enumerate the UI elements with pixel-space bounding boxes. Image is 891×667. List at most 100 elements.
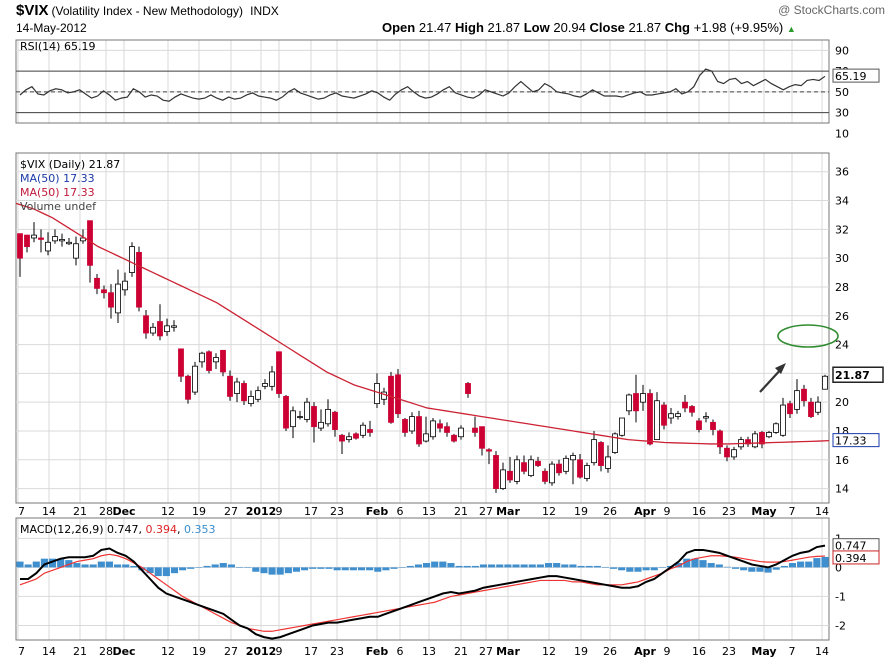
macd-hist-bar (569, 564, 577, 568)
macd-hist-bar (561, 564, 569, 568)
price-candle (45, 232, 51, 256)
macd-hist-bar (309, 567, 317, 569)
candle-body (318, 421, 324, 429)
macd-hist-bar (57, 558, 65, 568)
candle-body (276, 351, 282, 394)
candle-body (787, 403, 793, 415)
x-tick-label: 7 (789, 645, 796, 658)
candle-body (458, 427, 464, 438)
macd-hist-bar (24, 564, 32, 568)
candle-body (115, 283, 121, 314)
macd-hist-bar (699, 560, 707, 568)
price-candle (353, 432, 359, 440)
chg-label: Chg (664, 20, 690, 35)
price-candle (171, 320, 177, 332)
macd-hist-bar (553, 563, 561, 568)
price-candle (570, 452, 576, 485)
candle-body (430, 420, 436, 438)
candle-body (633, 393, 639, 412)
x-tick-label: 27 (224, 645, 238, 658)
x-tick-label: 9 (664, 645, 671, 658)
x-tick-label: Dec (112, 505, 135, 518)
price-candle (619, 417, 625, 437)
macd-hist-bar (707, 563, 715, 568)
price-candle (626, 393, 632, 416)
x-tick-label: 12 (161, 645, 175, 658)
price-candle (556, 459, 562, 476)
last-close-box (832, 366, 884, 383)
candle-body (661, 404, 667, 426)
price-candle (136, 246, 142, 312)
candle-body (584, 465, 590, 479)
x-tick-label: 14 (815, 645, 829, 658)
open-value: 21.47 (418, 20, 452, 35)
price-candle (206, 350, 212, 374)
price-candle (248, 390, 254, 407)
macd-hist-bar (780, 565, 788, 568)
price-candle (423, 416, 429, 443)
macd-hist-bar (406, 565, 414, 568)
x-tick-label: 21 (454, 645, 468, 658)
symbol-title: $VIX (Volatility Index - New Methodology)… (16, 2, 279, 19)
macd-hist-bar (471, 565, 479, 568)
candle-body (227, 375, 233, 397)
candle-body (73, 243, 79, 259)
macd-hist-bar (203, 565, 211, 568)
macd-hist-bar (187, 567, 195, 569)
macd-hist-bar (683, 558, 691, 568)
price-candle (493, 451, 499, 493)
price-candle (304, 397, 310, 423)
candle-body (696, 420, 702, 430)
price-candle (563, 455, 569, 475)
candle-body (423, 433, 429, 442)
macd-hist-bar (40, 558, 48, 568)
candle-body (556, 463, 562, 474)
candle-body (66, 241, 72, 245)
candle-body (591, 439, 597, 464)
rsi-line (19, 68, 826, 102)
last-close-label: 21.87 (835, 369, 870, 382)
macd-hist-bar (593, 565, 601, 568)
candle-body (549, 463, 555, 484)
x-tick-label: 19 (192, 505, 206, 518)
candle-body (164, 325, 170, 333)
candle-body (780, 404, 786, 436)
price-candle (94, 273, 100, 295)
macd-hist-bar (105, 561, 114, 568)
candle-body (220, 349, 226, 373)
candle-body (689, 406, 695, 413)
candle-body (262, 383, 268, 387)
macd-hist-bar (748, 567, 756, 572)
price-tick-label: 36 (835, 166, 849, 179)
rsi-tick-label: 30 (835, 107, 849, 120)
candle-body (178, 348, 184, 377)
price-candle (227, 370, 233, 401)
price-tick-label: 28 (835, 281, 849, 294)
x-tick-label: 13 (422, 645, 436, 658)
price-candle (388, 371, 394, 424)
signal-last-label: 0.394 (835, 552, 867, 565)
x-tick-label: 16 (692, 505, 706, 518)
price-candle (38, 229, 44, 253)
price-candle (199, 351, 205, 368)
x-tick-label: 17 (304, 645, 318, 658)
chg-value: +1.98 (+9.95%) (693, 20, 784, 35)
macd-tick-label: -1 (835, 590, 846, 603)
macd-hist-bar (423, 563, 431, 568)
candle-body (353, 433, 359, 439)
macd-hist-bar (414, 564, 422, 568)
x-tick-label: Apr (634, 645, 656, 658)
candle-body (171, 325, 177, 328)
x-tick-label: 23 (330, 505, 344, 518)
candle-body (283, 396, 289, 429)
price-candle (472, 416, 478, 437)
candle-body (143, 315, 149, 334)
rsi-tick-label: 50 (835, 86, 849, 99)
price-legend-volume: Volume undef (20, 200, 97, 213)
candle-body (563, 457, 569, 472)
price-candle (276, 351, 282, 398)
macd-hist-bar (252, 567, 260, 572)
macd-hist-bar (439, 561, 447, 568)
x-tick-label: 9 (664, 505, 671, 518)
macd-legend-part: , (177, 523, 184, 536)
